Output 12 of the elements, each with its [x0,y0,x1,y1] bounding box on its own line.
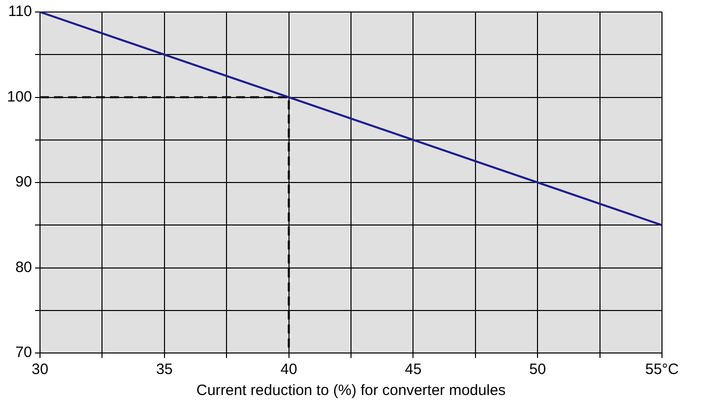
x-tick-label: 30 [32,361,48,378]
x-tick-label: 50 [529,361,546,378]
x-tick-label: 40 [280,361,298,378]
y-tick-label: 110 [8,3,32,20]
y-tick-label: 70 [15,344,32,362]
y-tick-label: 100 [6,88,32,106]
x-tick-label: 35 [156,361,173,378]
x-tick-label: 45 [404,361,422,378]
x-tick-label: 55°C [645,361,679,378]
y-tick-label: 80 [15,258,32,276]
x-axis-title: Current reduction to (%) for converter modules [196,382,506,400]
y-tick-label: 90 [15,174,32,191]
